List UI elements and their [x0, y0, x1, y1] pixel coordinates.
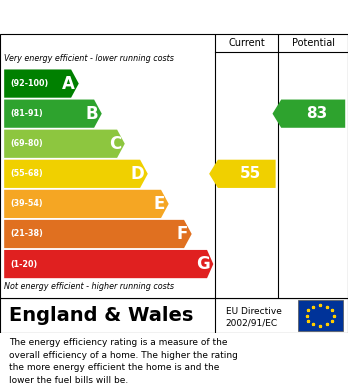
- Polygon shape: [209, 160, 276, 188]
- Text: E: E: [154, 195, 165, 213]
- Polygon shape: [4, 100, 102, 128]
- Text: 83: 83: [306, 106, 327, 121]
- Text: Energy Efficiency Rating: Energy Efficiency Rating: [10, 10, 213, 25]
- Text: B: B: [86, 105, 98, 123]
- Text: Not energy efficient - higher running costs: Not energy efficient - higher running co…: [4, 282, 174, 291]
- Text: 55: 55: [239, 166, 261, 181]
- Text: EU Directive: EU Directive: [226, 307, 282, 316]
- Polygon shape: [4, 130, 125, 158]
- Text: (69-80): (69-80): [10, 139, 43, 148]
- Text: The energy efficiency rating is a measure of the
overall efficiency of a home. T: The energy efficiency rating is a measur…: [9, 338, 238, 385]
- Polygon shape: [272, 100, 345, 128]
- Polygon shape: [4, 220, 192, 248]
- Text: F: F: [177, 225, 188, 243]
- Polygon shape: [4, 250, 213, 278]
- Polygon shape: [4, 160, 148, 188]
- Text: C: C: [109, 135, 121, 153]
- Text: Current: Current: [228, 38, 265, 48]
- Text: (21-38): (21-38): [10, 230, 43, 239]
- Text: 2002/91/EC: 2002/91/EC: [226, 319, 278, 328]
- Text: (81-91): (81-91): [10, 109, 43, 118]
- Text: G: G: [196, 255, 210, 273]
- Polygon shape: [4, 190, 169, 218]
- Text: Potential: Potential: [292, 38, 335, 48]
- Text: (1-20): (1-20): [10, 260, 38, 269]
- Polygon shape: [4, 70, 79, 98]
- Text: D: D: [130, 165, 144, 183]
- Text: (92-100): (92-100): [10, 79, 49, 88]
- Text: (55-68): (55-68): [10, 169, 43, 178]
- Text: England & Wales: England & Wales: [9, 306, 193, 325]
- Text: A: A: [62, 75, 75, 93]
- Text: Very energy efficient - lower running costs: Very energy efficient - lower running co…: [4, 54, 174, 63]
- Text: (39-54): (39-54): [10, 199, 43, 208]
- Bar: [298, 300, 343, 332]
